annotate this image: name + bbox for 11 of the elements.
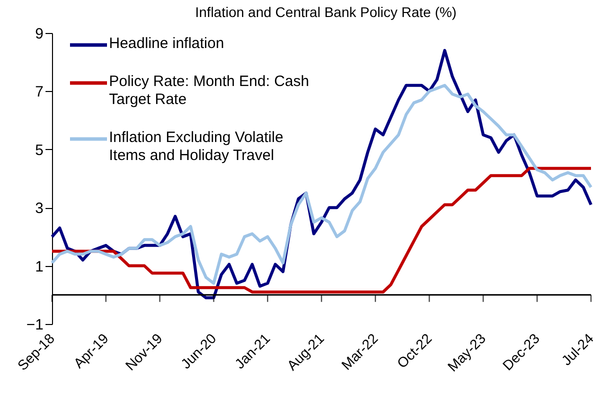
chart-title: Inflation and Central Bank Policy Rate (%) [195,4,457,20]
y-tick-label: 1 [35,258,44,276]
legend-label: Headline inflation [109,35,224,52]
line-series [50,166,592,294]
legend-label: Inflation Excluding Volatile Items and Holiday Travel [109,129,284,164]
y-tick-label: −1 [26,316,44,334]
legend-label: Policy Rate: Month End: Cash Target Rate [109,73,310,108]
y-tick-label: 3 [35,200,44,218]
y-tick-label: 5 [35,142,44,159]
y-tick-label: 7 [35,84,44,101]
y-tick-label: 9 [35,26,44,42]
